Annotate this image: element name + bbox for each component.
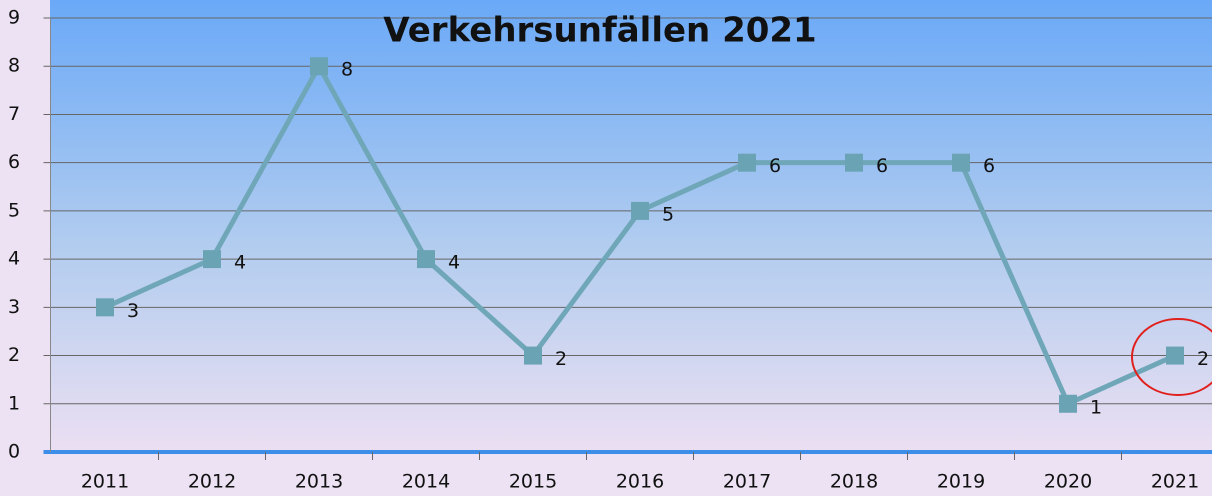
y-tick-label: 9: [8, 7, 20, 29]
data-label: 6: [769, 155, 781, 177]
x-tick-label: 2021: [1151, 471, 1199, 493]
data-label: 8: [341, 59, 353, 81]
y-tick-label: 4: [8, 248, 20, 270]
marker: [845, 153, 863, 172]
y-tick-label: 5: [8, 199, 20, 221]
y-tick-label: 6: [8, 151, 20, 173]
marker: [952, 153, 970, 172]
x-tick-label: 2016: [616, 471, 664, 493]
y-tick-label: 1: [8, 392, 20, 414]
data-label: 4: [448, 252, 460, 274]
data-label: 6: [876, 155, 888, 177]
marker: [1059, 394, 1077, 413]
x-tick-label: 2019: [937, 471, 985, 493]
x-tick-label: 2020: [1044, 471, 1092, 493]
marker: [310, 57, 328, 76]
y-tick-label: 0: [8, 441, 20, 463]
marker: [1166, 346, 1184, 365]
marker: [738, 153, 756, 172]
marker: [631, 201, 649, 220]
highlight-circle: [1131, 318, 1212, 396]
x-tick-label: 2015: [509, 471, 557, 493]
x-tick-label: 2011: [81, 471, 129, 493]
x-tick-label: 2018: [830, 471, 878, 493]
marker: [203, 250, 221, 269]
marker: [96, 298, 114, 317]
data-label: 1: [1090, 396, 1102, 418]
y-tick-label: 3: [8, 296, 20, 318]
data-label: 4: [234, 252, 246, 274]
data-label: 5: [662, 203, 674, 225]
y-tick-label: 7: [8, 103, 20, 125]
x-tick-label: 2013: [295, 471, 343, 493]
marker: [417, 250, 435, 269]
chart-title: Verkehrsunfällen 2021: [383, 11, 816, 51]
x-tick-label: 2014: [402, 471, 450, 493]
x-tick-label: 2017: [723, 471, 771, 493]
data-label: 2: [555, 348, 567, 370]
y-tick-label: 8: [8, 55, 20, 77]
data-label: 3: [127, 300, 139, 322]
data-label: 6: [983, 155, 995, 177]
y-tick-label: 2: [8, 344, 20, 366]
x-tick-label: 2012: [188, 471, 236, 493]
marker: [524, 346, 542, 365]
data-label: 2: [1197, 348, 1209, 370]
